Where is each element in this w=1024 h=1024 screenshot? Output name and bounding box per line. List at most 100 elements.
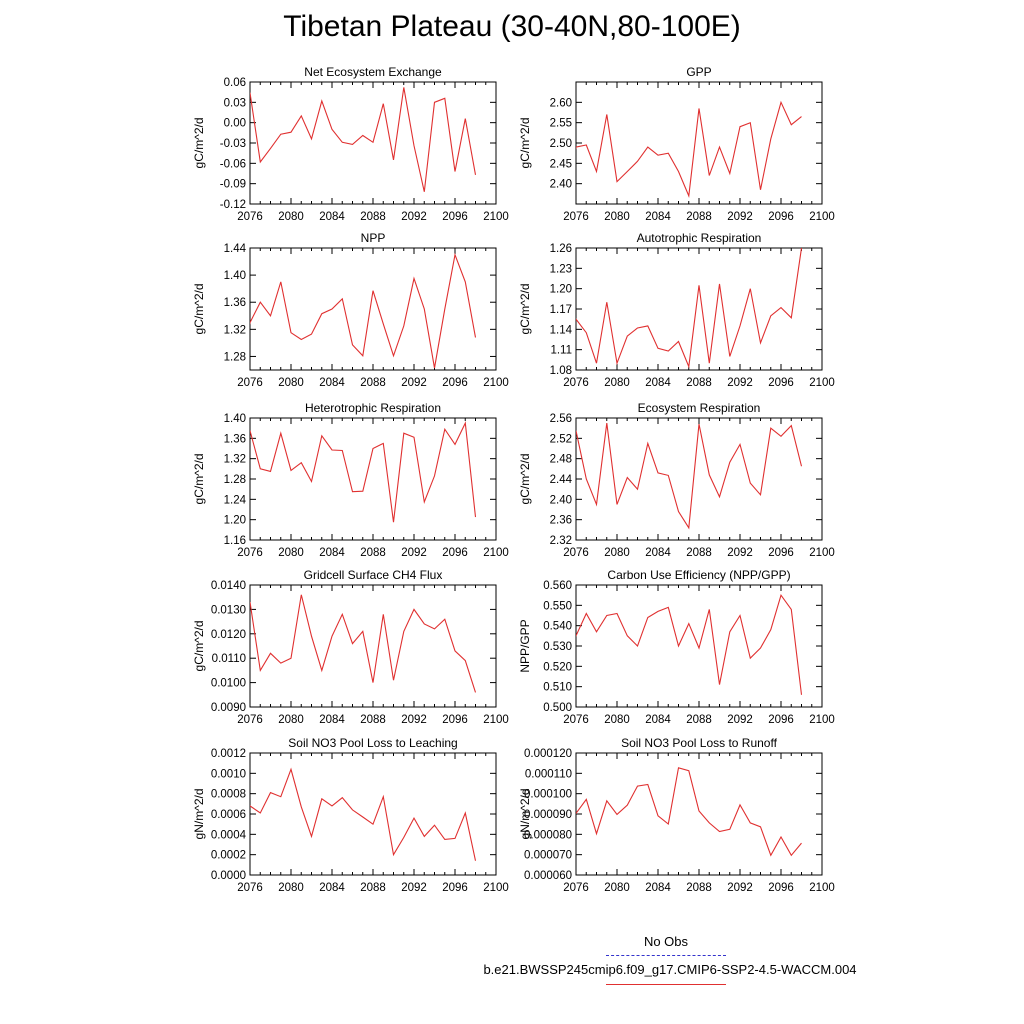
x-tick-label: 2092 xyxy=(401,211,427,223)
x-tick-label: 2092 xyxy=(727,714,753,726)
plot-frame xyxy=(575,417,823,541)
chart-panel: Soil NO3 Pool Loss to Runoff 0.000120 0.00… xyxy=(518,736,835,894)
y-tick-label: 0.0100 xyxy=(211,678,246,690)
x-tick-label: 2092 xyxy=(401,547,427,559)
x-tick-label: 2096 xyxy=(442,714,468,726)
y-tick-label: 2.48 xyxy=(550,454,572,466)
y-tick-label: 1.28 xyxy=(224,474,246,486)
chart-panel: NPP 1.44 1.40 1.36 1.32 1.28 2076 2080 2084 2088 2… xyxy=(192,231,509,389)
x-tick-label: 2080 xyxy=(604,211,630,223)
y-tick-label: 1.36 xyxy=(224,297,246,309)
x-tick-label: 2084 xyxy=(319,377,345,389)
x-tick-label: 2080 xyxy=(278,882,304,894)
x-tick-label: 2080 xyxy=(604,377,630,389)
y-tick-label: 1.40 xyxy=(224,270,246,282)
y-tick-label: 1.32 xyxy=(224,324,246,336)
y-tick-label: 1.14 xyxy=(550,324,573,336)
series-line xyxy=(576,100,802,199)
x-tick-label: 2088 xyxy=(686,377,712,389)
y-tick-label: 0.520 xyxy=(543,661,572,673)
panel-title: Ecosystem Respiration xyxy=(638,401,761,415)
y-tick-label: 2.45 xyxy=(550,158,572,170)
y-tick-label: 0.0008 xyxy=(211,789,246,801)
x-tick-label: 2076 xyxy=(237,714,263,726)
y-tick-label: 1.44 xyxy=(224,243,247,255)
x-tick-label: 2096 xyxy=(442,211,468,223)
y-tick-label: 2.52 xyxy=(550,433,572,445)
y-axis-label: gC/m^2/d xyxy=(518,118,532,169)
series-line xyxy=(576,423,803,530)
x-tick-label: 2088 xyxy=(360,377,386,389)
chart-panel: Heterotrophic Respiration 1.40 1.36 1.32 1.2… xyxy=(192,401,509,559)
page-title: Tibetan Plateau (30-40N,80-100E) xyxy=(283,10,741,43)
y-tick-label: 0.530 xyxy=(543,641,572,653)
y-tick-label: 1.28 xyxy=(224,351,246,363)
y-tick-label: 1.20 xyxy=(224,515,246,527)
x-tick-label: 2076 xyxy=(237,882,263,894)
y-axis-label: gN/m^2/d xyxy=(192,789,206,840)
x-tick-label: 2100 xyxy=(483,547,509,559)
x-tick-label: 2100 xyxy=(809,882,835,894)
panel-title: Heterotrophic Respiration xyxy=(305,401,441,415)
panel-title: Soil NO3 Pool Loss to Runoff xyxy=(621,736,778,750)
plot-frame xyxy=(575,247,823,371)
chart-panel: Gridcell Surface CH4 Flux 0.0140 0.0130 0.0… xyxy=(192,568,509,726)
y-tick-label: 1.17 xyxy=(550,304,572,316)
x-tick-label: 2088 xyxy=(686,882,712,894)
x-tick-label: 2096 xyxy=(442,547,468,559)
x-tick-label: 2076 xyxy=(563,547,589,559)
y-axis-label: gC/m^2/d xyxy=(192,621,206,672)
y-tick-label: 2.50 xyxy=(550,138,572,150)
y-tick-label: 1.36 xyxy=(224,433,246,445)
x-tick-label: 2088 xyxy=(360,547,386,559)
y-tick-label: 0.0000 xyxy=(211,870,246,882)
panel-title: Autotrophic Respiration xyxy=(637,231,762,245)
y-tick-label: 0.0090 xyxy=(211,702,246,714)
y-tick-label: 0.0120 xyxy=(211,629,246,641)
x-tick-label: 2076 xyxy=(563,377,589,389)
x-tick-label: 2084 xyxy=(319,547,345,559)
y-tick-label: 0.000070 xyxy=(524,850,572,862)
x-tick-label: 2096 xyxy=(442,377,468,389)
y-tick-label: 0.0010 xyxy=(211,768,246,780)
x-tick-label: 2100 xyxy=(483,882,509,894)
y-tick-label: 0.000100 xyxy=(524,789,572,801)
y-tick-label: 0.000080 xyxy=(524,829,572,841)
x-tick-label: 2080 xyxy=(278,377,304,389)
y-tick-label: 0.560 xyxy=(543,580,572,592)
panel-title: Soil NO3 Pool Loss to Leaching xyxy=(288,736,457,750)
y-tick-label: -0.09 xyxy=(220,179,246,191)
chart-panel: GPP 2.60 2.55 2.50 2.45 2.40 2076 2080 2084 2088 2… xyxy=(518,65,835,223)
y-tick-label: 0.0004 xyxy=(211,829,247,841)
x-tick-label: 2092 xyxy=(401,714,427,726)
y-tick-label: 0.540 xyxy=(543,621,572,633)
y-tick-label: -0.06 xyxy=(220,158,246,170)
y-tick-label: 2.44 xyxy=(550,474,573,486)
y-axis-label: gC/m^2/d xyxy=(192,118,206,169)
y-tick-label: 2.55 xyxy=(550,118,572,130)
x-tick-label: 2096 xyxy=(768,377,794,389)
x-tick-label: 2084 xyxy=(645,211,671,223)
x-tick-label: 2084 xyxy=(645,377,671,389)
y-axis-label: gC/m^2/d xyxy=(518,284,532,335)
panel-title: Gridcell Surface CH4 Flux xyxy=(304,568,443,582)
y-tick-label: 0.0140 xyxy=(211,580,246,592)
x-tick-label: 2084 xyxy=(645,714,671,726)
y-tick-label: 1.40 xyxy=(224,413,246,425)
y-axis-label: gC/m^2/d xyxy=(192,454,206,505)
y-axis-label: gN/m^2/d xyxy=(518,789,532,840)
chart-panel: Autotrophic Respiration 1.26 1.23 1.20 1.17 1… xyxy=(518,231,835,389)
x-tick-label: 2100 xyxy=(809,211,835,223)
y-tick-label: 0.0110 xyxy=(212,653,246,665)
legend-case-swatch xyxy=(606,984,726,985)
panel-title: NPP xyxy=(361,231,386,245)
plot-frame xyxy=(575,81,823,205)
y-tick-label: 1.23 xyxy=(550,263,572,275)
x-tick-label: 2096 xyxy=(442,882,468,894)
x-tick-label: 2084 xyxy=(319,882,345,894)
y-tick-label: 1.16 xyxy=(224,535,246,547)
panel-title: Net Ecosystem Exchange xyxy=(304,65,442,79)
y-tick-label: 1.20 xyxy=(550,284,572,296)
x-tick-label: 2076 xyxy=(237,377,263,389)
